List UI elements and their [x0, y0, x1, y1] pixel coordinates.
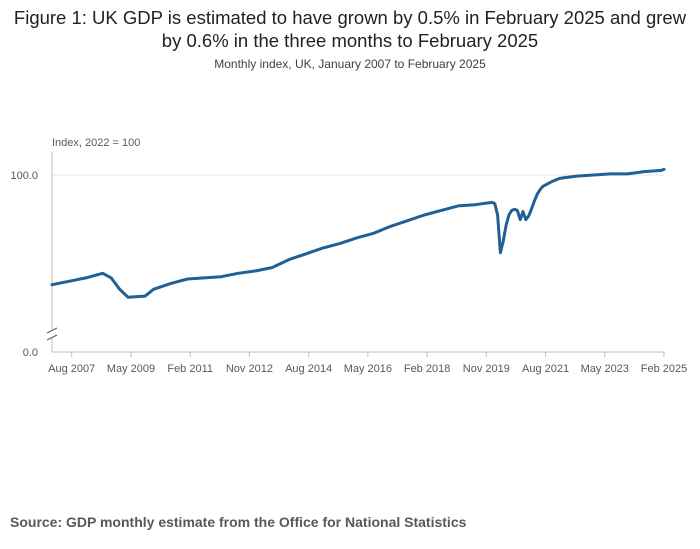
x-tick-label: Feb 2018 [404, 363, 450, 375]
series-group [50, 167, 666, 299]
y-tick-label: 0.0 [23, 347, 38, 359]
axis-break-stroke [46, 327, 58, 334]
x-ticks: Aug 2007 May 2009 Feb 2011 Nov 2012 Aug 2014… [48, 352, 687, 375]
x-tick-label: Aug 2021 [522, 363, 569, 375]
x-tick-label: Feb 2011 [167, 363, 213, 375]
y-ticks: 0.0 100.0 [10, 170, 38, 359]
x-tick-label: Feb 2025 [641, 363, 687, 375]
y-axis-label: Index, 2022 = 100 [52, 137, 140, 149]
source-note: Source: GDP monthly estimate from the Of… [10, 514, 467, 530]
x-tick-label: Aug 2007 [48, 363, 95, 375]
chart-subtitle: Monthly index, UK, January 2007 to Febru… [214, 57, 486, 71]
axis-break-stroke [46, 334, 58, 341]
y-tick-label: 100.0 [10, 170, 38, 182]
chart-title: Figure 1: UK GDP is estimated to have gr… [13, 7, 687, 51]
axis-break-gap [46, 330, 58, 338]
grid [51, 152, 664, 353]
series-line [50, 167, 666, 299]
x-tick-label: May 2023 [581, 363, 629, 375]
x-tick-label: Nov 2019 [463, 363, 510, 375]
x-tick-label: Aug 2014 [285, 363, 332, 375]
x-tick-label: May 2016 [344, 363, 392, 375]
x-tick-label: Nov 2012 [226, 363, 273, 375]
y-axis-break-icon [46, 327, 58, 341]
x-tick-label: May 2009 [107, 363, 155, 375]
